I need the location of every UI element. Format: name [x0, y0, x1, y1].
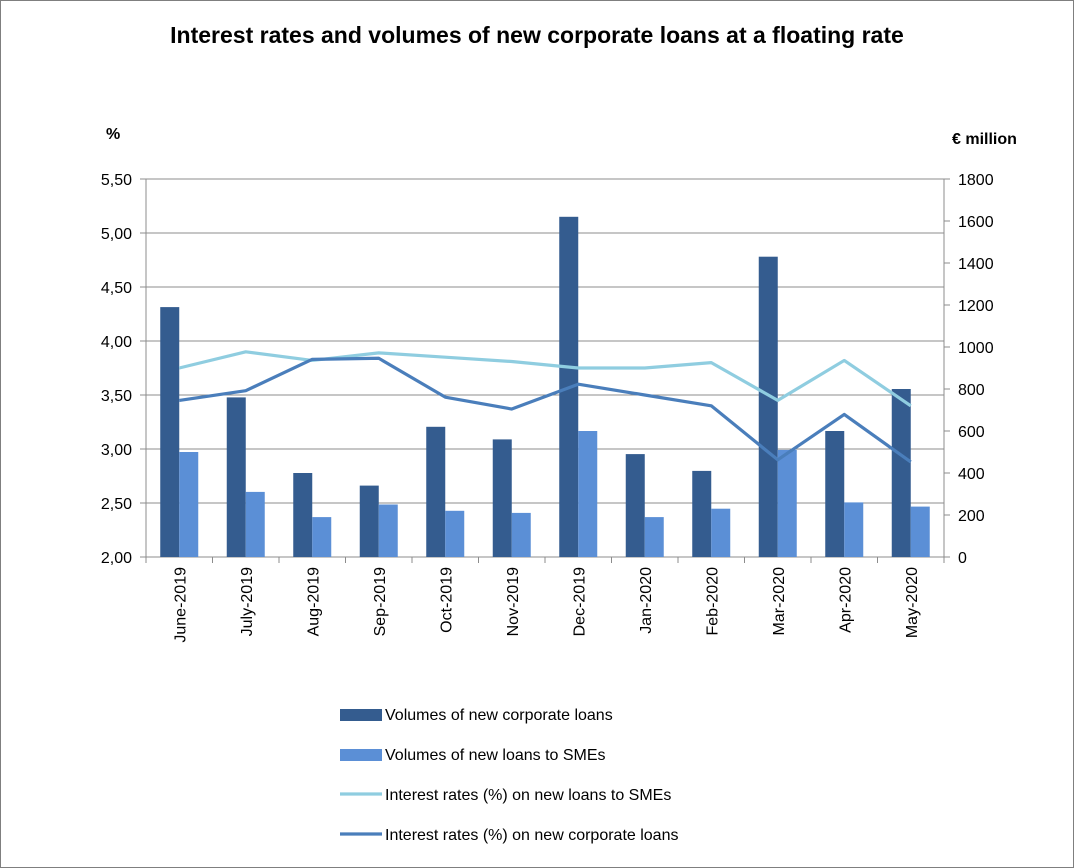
bar-sme-loans	[511, 512, 531, 557]
bar-sme-loans	[777, 449, 797, 557]
x-tick-label: July-2019	[239, 567, 256, 636]
legend-label: Volumes of new corporate loans	[385, 707, 613, 724]
x-tick-label: Aug-2019	[305, 567, 322, 636]
left-tick-label: 2,50	[101, 496, 132, 513]
bar-corporate-loans	[492, 439, 512, 557]
left-tick-label: 4,50	[101, 280, 132, 297]
right-tick-label: 1800	[958, 172, 994, 189]
bar-sme-loans	[910, 506, 930, 557]
bar-corporate-loans	[226, 397, 246, 557]
right-axis-unit: € million	[952, 131, 1017, 148]
line-corporate-rates	[179, 356, 912, 464]
bar-sme-loans	[245, 491, 265, 557]
left-tick-label: 5,50	[101, 172, 132, 189]
x-tick-label: Feb-2020	[704, 567, 721, 636]
right-tick-label: 400	[958, 466, 985, 483]
line-sme-rates	[178, 350, 912, 408]
right-tick-label: 1400	[958, 256, 994, 273]
x-tick-label: Apr-2020	[837, 567, 854, 633]
bar-corporate-loans	[625, 454, 645, 557]
bar-sme-loans	[378, 504, 398, 557]
x-tick-label: June-2019	[172, 567, 189, 643]
bar-sme-loans	[312, 517, 332, 557]
bar-corporate-loans	[160, 307, 180, 557]
x-tick-label: May-2020	[904, 567, 921, 638]
right-tick-label: 600	[958, 424, 985, 441]
right-tick-label: 1200	[958, 298, 994, 315]
x-tick-label: Nov-2019	[505, 567, 522, 636]
bar-corporate-loans	[293, 473, 313, 557]
bar-sme-loans	[578, 431, 598, 557]
left-tick-label: 5,00	[101, 226, 132, 243]
x-tick-label: Jan-2020	[638, 567, 655, 634]
bar-sme-loans	[711, 508, 731, 557]
right-tick-label: 800	[958, 382, 985, 399]
left-tick-label: 3,00	[101, 442, 132, 459]
right-tick-label: 200	[958, 508, 985, 525]
bar-sme-loans	[445, 510, 465, 557]
right-tick-label: 0	[958, 550, 967, 567]
chart-title: Interest rates and volumes of new corpor…	[170, 22, 904, 48]
bar-corporate-loans	[359, 485, 379, 557]
x-tick-label: Oct-2019	[438, 567, 455, 633]
x-tick-label: Mar-2020	[771, 567, 788, 636]
bar-corporate-loans	[891, 389, 911, 557]
bar-sme-loans	[844, 502, 864, 557]
left-tick-label: 4,00	[101, 334, 132, 351]
left-tick-label: 2,00	[101, 550, 132, 567]
x-tick-label: Sep-2019	[372, 567, 389, 636]
legend-swatch	[340, 749, 382, 761]
bar-sme-loans	[179, 452, 199, 557]
left-tick-label: 3,50	[101, 388, 132, 405]
legend-label: Volumes of new loans to SMEs	[385, 747, 606, 764]
bar-corporate-loans	[825, 431, 845, 557]
bar-corporate-loans	[692, 470, 712, 557]
right-tick-label: 1600	[958, 214, 994, 231]
bar-sme-loans	[644, 517, 664, 557]
legend-label: Interest rates (%) on new corporate loan…	[385, 827, 678, 844]
legend-swatch	[340, 709, 382, 721]
bar-corporate-loans	[758, 256, 778, 557]
legend-label: Interest rates (%) on new loans to SMEs	[385, 787, 671, 804]
bar-corporate-loans	[426, 426, 446, 557]
left-axis-unit: %	[106, 126, 121, 143]
x-tick-label: Dec-2019	[571, 567, 588, 636]
right-tick-label: 1000	[958, 340, 994, 357]
